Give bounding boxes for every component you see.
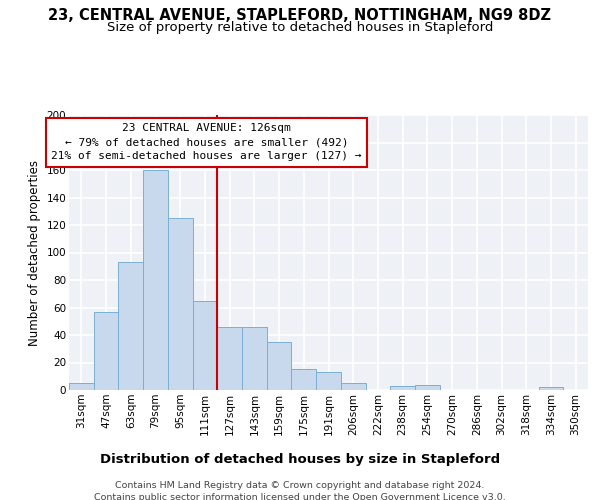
- Bar: [168, 218, 193, 390]
- Y-axis label: Number of detached properties: Number of detached properties: [28, 160, 41, 346]
- Text: 23 CENTRAL AVENUE: 126sqm
← 79% of detached houses are smaller (492)
21% of semi: 23 CENTRAL AVENUE: 126sqm ← 79% of detac…: [51, 123, 362, 161]
- Text: Contains public sector information licensed under the Open Government Licence v3: Contains public sector information licen…: [94, 492, 506, 500]
- Bar: [341, 383, 365, 390]
- Text: 23, CENTRAL AVENUE, STAPLEFORD, NOTTINGHAM, NG9 8DZ: 23, CENTRAL AVENUE, STAPLEFORD, NOTTINGH…: [49, 8, 551, 22]
- Text: Distribution of detached houses by size in Stapleford: Distribution of detached houses by size …: [100, 452, 500, 466]
- Bar: [316, 372, 341, 390]
- Bar: [539, 387, 563, 390]
- Bar: [118, 262, 143, 390]
- Bar: [69, 383, 94, 390]
- Bar: [143, 170, 168, 390]
- Bar: [292, 370, 316, 390]
- Text: Contains HM Land Registry data © Crown copyright and database right 2024.: Contains HM Land Registry data © Crown c…: [115, 481, 485, 490]
- Bar: [193, 300, 217, 390]
- Text: Size of property relative to detached houses in Stapleford: Size of property relative to detached ho…: [107, 21, 493, 34]
- Bar: [217, 327, 242, 390]
- Bar: [267, 342, 292, 390]
- Bar: [390, 386, 415, 390]
- Bar: [415, 384, 440, 390]
- Bar: [94, 312, 118, 390]
- Bar: [242, 327, 267, 390]
